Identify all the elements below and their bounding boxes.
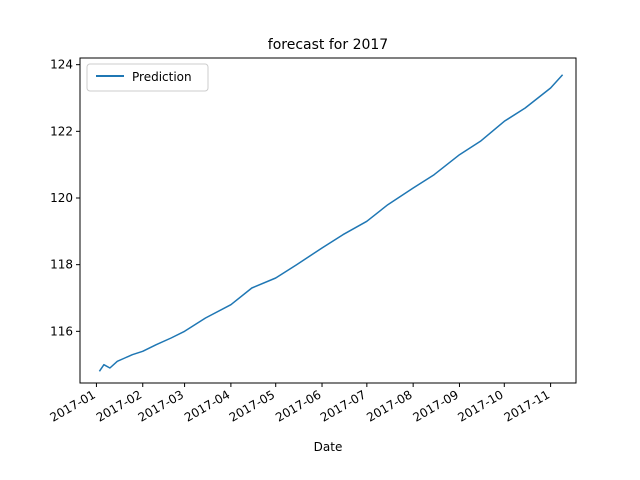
y-tick-label: 124 — [50, 58, 73, 72]
legend: Prediction — [86, 63, 209, 92]
plot-frame — [79, 57, 577, 384]
plot-background — [80, 58, 576, 383]
x-axis-label: Date — [314, 440, 343, 454]
y-tick-label: 116 — [50, 324, 73, 338]
legend-label-prediction: Prediction — [132, 70, 192, 84]
legend-box — [86, 63, 209, 92]
y-tick-label: 120 — [50, 191, 73, 205]
y-tick-label: 118 — [50, 258, 73, 272]
series-line-prediction — [98, 74, 564, 372]
plot-area — [79, 57, 577, 384]
y-axis: 116 118 120 122 124 — [50, 58, 80, 338]
y-tick-label: 122 — [50, 124, 73, 138]
chart-title: forecast for 2017 — [268, 37, 388, 53]
